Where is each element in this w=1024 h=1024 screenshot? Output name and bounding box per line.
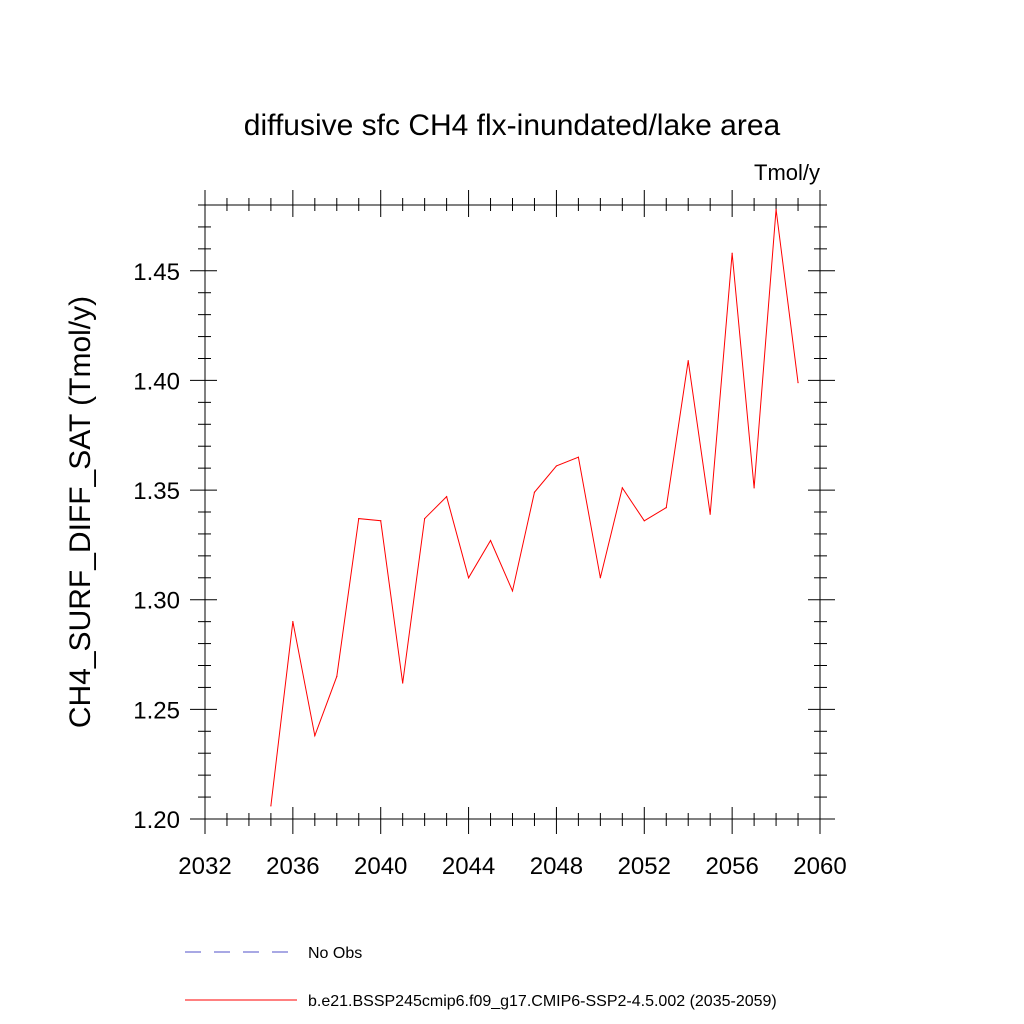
data-point <box>489 539 492 542</box>
x-tick-label: 2040 <box>354 853 407 880</box>
y-tick-label: 1.30 <box>133 588 180 615</box>
plot-frame <box>204 204 821 820</box>
data-point <box>380 520 382 522</box>
legend-label-0: No Obs <box>308 945 362 962</box>
y-tick-label: 1.20 <box>133 807 180 834</box>
x-tick-label: 2036 <box>266 853 319 880</box>
data-point <box>775 208 777 210</box>
data-point <box>621 487 623 489</box>
data-point <box>533 491 536 493</box>
data-point <box>599 577 601 579</box>
y-tick-label: 1.40 <box>133 368 180 395</box>
chart-title: diffusive sfc CH4 flx-inundated/lake are… <box>244 109 781 142</box>
data-point <box>731 252 733 254</box>
x-tick-label: 2052 <box>618 853 671 880</box>
data-point <box>555 465 558 467</box>
legend-label-1: b.e21.BSSP245cmip6.f09_g17.CMIP6-SSP2-4.… <box>308 993 777 1010</box>
x-tick-label: 2056 <box>705 853 758 880</box>
x-tick-label: 2032 <box>178 853 231 880</box>
y-tick-label: 1.35 <box>133 478 180 505</box>
data-point <box>665 507 667 509</box>
series-line-0 <box>270 209 799 806</box>
x-tick-label: 2048 <box>530 853 583 880</box>
data-point <box>292 621 294 623</box>
x-tick-label: 2044 <box>442 853 495 880</box>
units-label: Tmol/y <box>754 160 820 185</box>
y-tick-label: 1.25 <box>133 697 180 724</box>
data-point <box>446 496 448 498</box>
data-point <box>753 487 755 489</box>
data-point <box>467 577 470 579</box>
data-point <box>336 675 338 678</box>
x-tick-label: 2060 <box>793 853 846 880</box>
data-point <box>270 805 272 807</box>
data-point <box>358 517 360 520</box>
data-point <box>643 520 645 522</box>
data-point <box>687 360 689 362</box>
data-point <box>577 456 579 458</box>
data-point <box>709 513 711 515</box>
data-point <box>797 382 799 384</box>
data-point <box>511 590 514 592</box>
data-point <box>402 682 404 684</box>
y-axis-label: CH4_SURF_DIFF_SAT (Tmol/y) <box>64 296 97 728</box>
data-point <box>424 517 426 520</box>
y-tick-label: 1.45 <box>133 259 180 286</box>
data-point <box>314 735 316 737</box>
